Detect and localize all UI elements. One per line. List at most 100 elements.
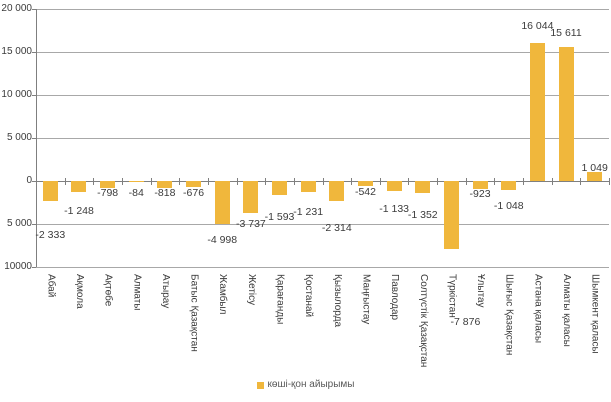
bar [272, 181, 288, 195]
x-axis-tick [351, 178, 353, 185]
x-axis-tick [322, 178, 324, 185]
y-axis-tick-label: 0 [26, 175, 32, 186]
bar-value-label: -1 593 [264, 210, 295, 223]
x-axis-tick [523, 178, 525, 185]
x-axis-tick [236, 178, 238, 185]
bar [214, 181, 230, 224]
x-axis-tick [265, 178, 267, 185]
bar [329, 181, 345, 201]
gridline [36, 138, 609, 139]
bar-value-label: 16 044 [521, 20, 554, 33]
bar-value-label: -542 [354, 185, 376, 198]
bar [42, 181, 58, 202]
x-axis-tick [609, 178, 610, 185]
bar-value-label: -1 133 [379, 202, 410, 215]
gridline [36, 224, 609, 225]
category-label: Қызылорда [331, 274, 343, 328]
bar [472, 181, 488, 189]
bar-value-label: -1 248 [64, 204, 94, 217]
category-label: Батыс Қазақстан [188, 274, 200, 352]
category-label: Абай [45, 274, 57, 298]
category-label: Алматы қаласы [561, 274, 573, 347]
category-label: Қостанай [303, 274, 315, 318]
bar-value-label: -923 [469, 187, 491, 200]
category-label: Солтүстік Қазақстан [417, 274, 429, 368]
x-axis-tick [179, 178, 181, 185]
category-label: Атырау [159, 274, 171, 309]
x-axis-tick [437, 178, 439, 185]
y-axis-tick [32, 224, 36, 225]
legend-label: көші-қон айырымы [267, 379, 355, 390]
category-label: Ұлытау [475, 274, 487, 308]
bar-value-label: -1 048 [493, 200, 524, 212]
category-label: Ақмола [73, 274, 85, 309]
bar-value-label: -676 [183, 186, 205, 199]
bar-value-label: -1 352 [407, 208, 438, 221]
bar [357, 181, 373, 186]
x-axis-tick [494, 178, 496, 185]
bar [100, 181, 116, 188]
bar [386, 181, 402, 191]
x-axis-tick [207, 178, 209, 185]
bar-value-label: -798 [97, 186, 119, 199]
x-axis-tick [408, 178, 410, 185]
category-label: Павлодар [389, 274, 401, 321]
x-axis-tick [379, 178, 381, 185]
bar [157, 181, 173, 189]
bar-value-label: -3 737 [235, 218, 266, 231]
category-label: Астана қаласы [532, 274, 544, 344]
y-axis-tick-label: 15 000 [1, 46, 32, 57]
bar [128, 181, 144, 182]
category-label: Түркістан [446, 274, 458, 318]
gridline [36, 267, 609, 268]
category-label: Шымкент қаласы [589, 274, 601, 354]
bar-value-label: -84 [128, 186, 144, 199]
y-axis-tick [32, 52, 36, 53]
bar [300, 181, 316, 192]
y-axis-tick-label: 10 000 [1, 89, 32, 100]
y-axis-tick [32, 138, 36, 139]
bar-value-label: -2 333 [35, 229, 66, 242]
legend: көші-қон айырымы [0, 379, 611, 391]
bar [415, 181, 431, 193]
category-label: Алматы [131, 274, 143, 311]
y-axis-tick [32, 267, 36, 268]
y-axis-tick [32, 181, 36, 182]
x-axis-tick [293, 178, 295, 185]
x-axis-tick [150, 178, 152, 185]
x-axis-tick [580, 178, 582, 185]
bar-value-label: -1 231 [293, 205, 324, 218]
y-axis-tick-label: 20 000 [1, 3, 32, 14]
bar-value-label: -818 [154, 187, 176, 200]
bar [501, 181, 517, 190]
y-axis-tick-label: 5 000 [6, 132, 32, 143]
gridline [36, 52, 609, 53]
y-axis-tick [32, 95, 36, 96]
bar [443, 181, 459, 249]
x-axis-tick [551, 178, 553, 185]
category-label: Қарағанды [274, 274, 286, 325]
bar [558, 46, 574, 181]
bar-value-label: 1 049 [581, 161, 608, 174]
bar [243, 181, 259, 214]
y-axis-tick-label: 10000 [4, 261, 32, 272]
x-axis-tick [64, 178, 66, 185]
x-axis-tick [36, 178, 37, 185]
gridline [36, 9, 609, 10]
bar-value-label: -4 998 [207, 233, 238, 246]
category-label: Шығыс Қазақстан [503, 274, 515, 356]
x-axis-tick [465, 178, 467, 185]
category-label: Жамбыл [217, 274, 229, 315]
category-label: Маңғыстау [360, 274, 372, 325]
legend-color-swatch [256, 381, 264, 389]
category-label: Ақтөбе [102, 274, 114, 307]
bar-value-label: -7 876 [450, 315, 481, 328]
category-label: Жетісу [245, 274, 257, 306]
bar [529, 43, 545, 181]
y-axis-line [36, 9, 37, 267]
y-axis-tick [32, 9, 36, 10]
x-axis-tick [93, 178, 95, 185]
bar-value-label: -2 314 [321, 221, 352, 234]
bar [71, 181, 87, 192]
